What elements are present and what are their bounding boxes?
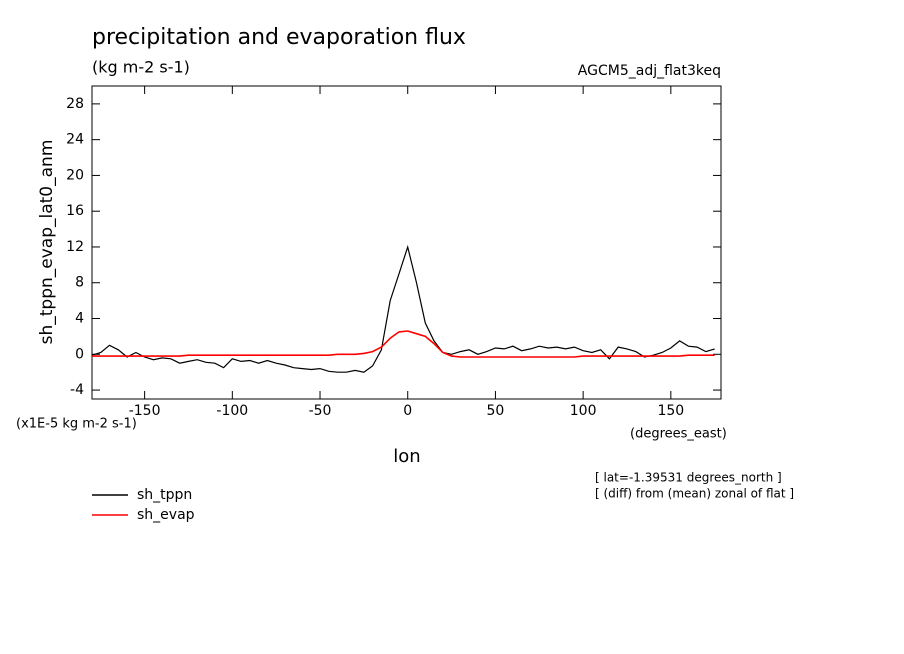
legend-label: sh_tppn	[137, 487, 192, 503]
chart-subtitle: (kg m-2 s-1)	[92, 58, 190, 77]
x-tick-label: 150	[657, 403, 684, 419]
x-axis-title: lon	[393, 446, 420, 467]
y-tick-label: 0	[75, 346, 84, 362]
y-tick-label: 8	[75, 275, 84, 291]
y-tick-label: 16	[66, 203, 84, 219]
series-line	[91, 244, 715, 373]
y-tick-label: 24	[66, 132, 84, 148]
y-axis-title: sh_tppn_evap_lat0_anm	[37, 140, 57, 345]
x-tick-label: 0	[403, 403, 412, 419]
plot-frame	[91, 85, 722, 400]
series-line	[92, 330, 715, 358]
y-tick-label: 4	[75, 311, 84, 327]
y-tick-label: 20	[66, 167, 84, 183]
y-tick-label: 12	[66, 239, 84, 255]
x-tick-label: -150	[129, 403, 161, 419]
legend-label: sh_evap	[137, 507, 195, 523]
dataset-label: AGCM5_adj_flat3keq	[578, 63, 721, 79]
y-tick-label: 28	[66, 96, 84, 112]
x-tick-label: -100	[216, 403, 248, 419]
x-tick-label: -50	[309, 403, 332, 419]
y-tick-label: -4	[70, 382, 84, 398]
x-tick-label: 100	[570, 403, 597, 419]
note: [ lat=-1.39531 degrees_north ]	[595, 471, 782, 485]
note: [ (diff) from (mean) zonal of flat ]	[595, 487, 794, 501]
x-units: (degrees_east)	[630, 427, 727, 442]
chart-title: precipitation and evaporation flux	[92, 25, 466, 50]
y-units: (x1E-5 kg m-2 s-1)	[16, 417, 137, 432]
x-tick-label: 50	[487, 403, 505, 419]
